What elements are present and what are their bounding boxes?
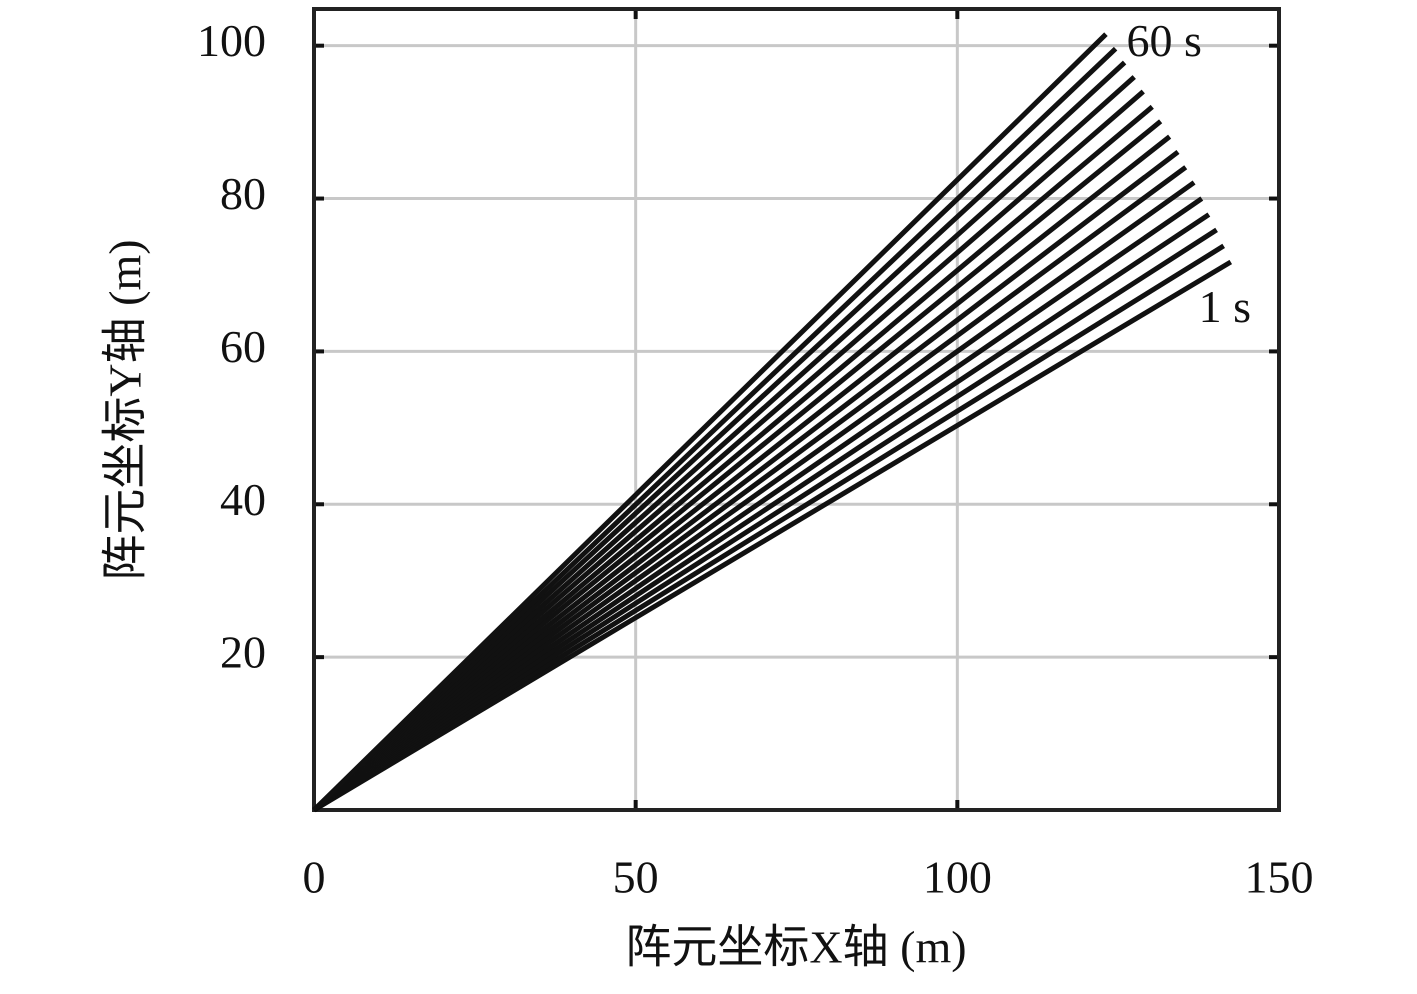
x-tick-label: 100	[923, 852, 992, 903]
line	[312, 165, 1188, 813]
line	[312, 60, 1127, 812]
y-axis-label: 阵元坐标Y轴 (m)	[100, 239, 151, 580]
line	[312, 119, 1163, 812]
y-tick-label: 80	[220, 168, 266, 219]
line	[312, 227, 1218, 813]
y-tick-label: 20	[220, 627, 266, 678]
line	[312, 75, 1136, 812]
line	[312, 134, 1172, 812]
y-tick-label: 100	[197, 15, 266, 66]
annotation: 60 s	[1127, 15, 1202, 66]
y-tick-label: 40	[220, 474, 266, 525]
x-tick-label: 150	[1245, 852, 1314, 903]
line	[312, 104, 1154, 812]
line	[312, 89, 1145, 812]
annotation: 1 s	[1199, 281, 1251, 332]
line	[312, 32, 1108, 812]
line	[312, 259, 1233, 813]
plot-frame	[312, 7, 1281, 812]
line	[312, 212, 1211, 813]
line	[312, 196, 1204, 813]
x-axis-label: 阵元坐标X轴 (m)	[625, 922, 966, 973]
line	[312, 243, 1225, 813]
line	[312, 149, 1180, 812]
y-tick-label: 60	[220, 321, 266, 372]
line	[312, 46, 1118, 812]
x-tick-label: 50	[613, 852, 659, 903]
line	[312, 180, 1196, 813]
x-tick-label: 0	[303, 852, 326, 903]
